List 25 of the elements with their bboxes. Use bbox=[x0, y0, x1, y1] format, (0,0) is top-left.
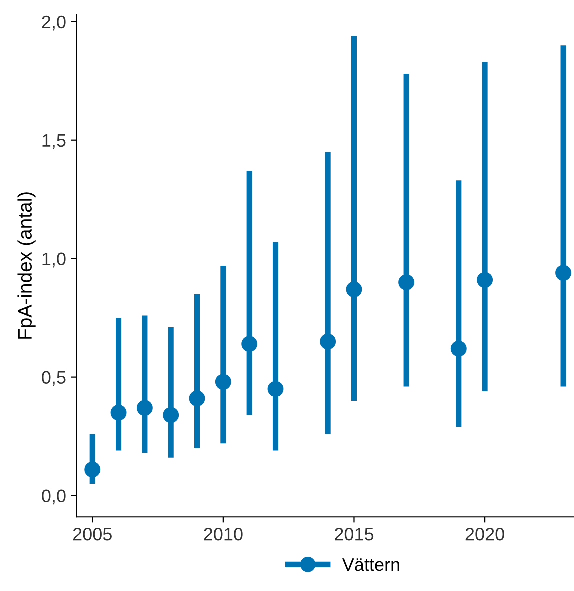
point bbox=[110, 404, 127, 421]
point bbox=[163, 407, 180, 424]
point bbox=[320, 334, 336, 350]
point bbox=[242, 336, 258, 352]
x-tick-label: 2005 bbox=[73, 528, 112, 541]
point bbox=[556, 265, 572, 282]
y-axis-title: FpA-index (antal) bbox=[18, 192, 36, 339]
point bbox=[215, 374, 232, 390]
point bbox=[398, 274, 415, 291]
y-tick-label: 2,0 bbox=[42, 16, 66, 31]
point bbox=[450, 340, 467, 357]
y-tick-label: 1,0 bbox=[42, 252, 66, 268]
point bbox=[84, 462, 101, 478]
x-tick-label: 2015 bbox=[335, 528, 374, 541]
y-tick-label: 0,0 bbox=[42, 490, 66, 505]
x-tick-label: 2010 bbox=[204, 528, 243, 541]
legend-label: Vättern bbox=[342, 558, 400, 572]
point bbox=[136, 400, 153, 416]
point bbox=[189, 390, 206, 407]
point bbox=[346, 282, 362, 298]
point bbox=[268, 381, 284, 398]
y-tick-label: 1,5 bbox=[42, 134, 66, 150]
x-tick-label: 2020 bbox=[466, 528, 504, 541]
point bbox=[477, 272, 494, 288]
y-tick-label: 0,5 bbox=[42, 371, 66, 386]
